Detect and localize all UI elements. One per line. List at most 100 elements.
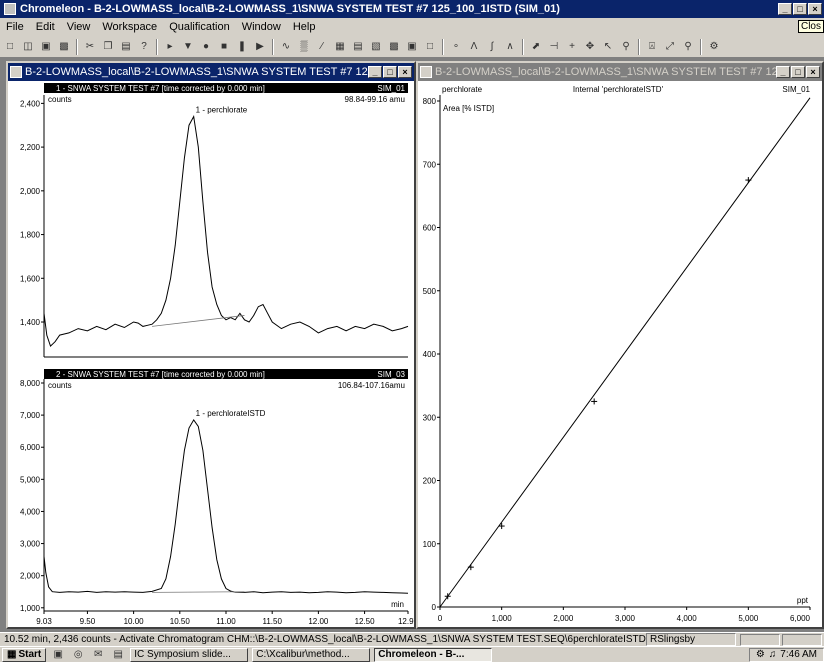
baseline-icon[interactable]: ∘ bbox=[452, 41, 460, 52]
chromatogram-window[interactable]: B-2-LOWMASS_local\B-2-LOWMASS_1\SNWA SYS… bbox=[6, 61, 419, 629]
menu-view[interactable]: View bbox=[66, 21, 91, 33]
taskbar: ▦ Start ▣ ◎ ✉ ▤ IC Symposium slide... C:… bbox=[0, 646, 824, 662]
calibration-window[interactable]: B-2-LOWMASS_local\B-2-LOWMASS_1\SNWA SYS… bbox=[416, 61, 824, 629]
paste-icon[interactable]: ▤ bbox=[121, 41, 131, 52]
help-icon[interactable]: ? bbox=[141, 41, 147, 52]
select-icon[interactable]: ↖ bbox=[603, 41, 613, 52]
chart-icon[interactable]: ▩ bbox=[389, 41, 399, 52]
filter-icon[interactable]: ▼ bbox=[183, 41, 193, 52]
report-icon[interactable]: ▤ bbox=[353, 41, 363, 52]
move-icon[interactable]: ✥ bbox=[585, 41, 595, 52]
calibration-window-icon[interactable] bbox=[420, 66, 432, 78]
split-icon[interactable]: ∧ bbox=[506, 41, 514, 52]
autoscale-icon[interactable]: ⍓ bbox=[649, 41, 655, 52]
x-tick-label: 6,000 bbox=[790, 614, 811, 623]
browser-icon[interactable]: ◎ bbox=[73, 649, 83, 660]
x-tick-label: 11.00 bbox=[216, 617, 236, 626]
toolbar-separator bbox=[442, 38, 444, 55]
explorer-icon[interactable]: ▤ bbox=[113, 649, 123, 660]
y-tick-label: 1,600 bbox=[20, 274, 41, 283]
menu-edit[interactable]: Edit bbox=[35, 21, 55, 33]
table-icon[interactable]: ▦ bbox=[335, 41, 345, 52]
layout-icon[interactable]: ▣ bbox=[407, 41, 417, 52]
close-button[interactable]: × bbox=[808, 3, 822, 15]
y-tick-label: 100 bbox=[423, 540, 437, 549]
y-tick-label: 700 bbox=[423, 160, 437, 169]
toolbar-separator bbox=[272, 38, 274, 55]
chromatogram-window-titlebar[interactable]: B-2-LOWMASS_local\B-2-LOWMASS_1\SNWA SYS… bbox=[8, 63, 414, 81]
chromatogram-close-button[interactable]: × bbox=[398, 66, 412, 78]
y-tick-label: 800 bbox=[423, 97, 437, 106]
app-titlebar[interactable]: Chromeleon - B-2-LOWMASS_local\B-2-LOWMA… bbox=[0, 0, 824, 18]
menu-qualification[interactable]: Qualification bbox=[169, 21, 230, 33]
calibration-close-button[interactable]: × bbox=[806, 66, 820, 78]
chromeleon-app-icon[interactable] bbox=[4, 3, 16, 15]
calibration-plot[interactable]: perchlorate Internal 'perchlorateISTD' SIM… bbox=[418, 81, 822, 627]
chromatogram-plots[interactable]: 1 - SNWA SYSTEM TEST #7 [time corrected … bbox=[8, 81, 419, 627]
zoom-icon[interactable]: ⚲ bbox=[622, 41, 630, 52]
cut-icon[interactable]: ✂ bbox=[85, 41, 95, 52]
clock[interactable]: 7:46 AM bbox=[780, 649, 817, 660]
menu-file[interactable]: File bbox=[6, 21, 24, 33]
x-axis-label: min bbox=[391, 600, 404, 609]
record-icon[interactable]: ● bbox=[202, 41, 210, 52]
taskbar-item-chromeleon[interactable]: Chromeleon - B-... bbox=[374, 647, 493, 662]
new-icon[interactable]: □ bbox=[6, 41, 14, 52]
taskbar-item-ic-symposium[interactable]: IC Symposium slide... bbox=[130, 647, 249, 662]
copy-icon[interactable]: ❐ bbox=[103, 41, 113, 52]
pause-icon[interactable]: ❚ bbox=[237, 41, 247, 52]
calibration-icon[interactable]: ∕ bbox=[321, 41, 323, 52]
outlook-icon[interactable]: ✉ bbox=[94, 649, 103, 660]
x-tick-label: 12.50 bbox=[355, 617, 376, 626]
y-axis-label: counts bbox=[48, 381, 72, 390]
stop-icon[interactable]: ■ bbox=[220, 41, 228, 52]
start-button[interactable]: ▦ Start bbox=[2, 647, 47, 662]
y-tick-label: 1,800 bbox=[20, 231, 41, 240]
magnify-icon[interactable]: ⚲ bbox=[684, 41, 692, 52]
chromatogram-plot-sim01[interactable]: 1 - SNWA SYSTEM TEST #7 [time corrected … bbox=[20, 83, 409, 358]
menu-bar: File Edit View Workspace Qualification W… bbox=[0, 18, 824, 36]
menu-help[interactable]: Help bbox=[292, 21, 316, 33]
toolbar-separator bbox=[522, 38, 524, 55]
chromatogram-plot-sim03[interactable]: 2 - SNWA SYSTEM TEST #7 [time corrected … bbox=[20, 369, 419, 626]
menu-window[interactable]: Window bbox=[241, 21, 281, 33]
y-tick-label: 200 bbox=[423, 477, 437, 486]
restore-button[interactable]: □ bbox=[793, 3, 807, 15]
pointer-icon[interactable]: ⬈ bbox=[531, 41, 541, 52]
show-desktop-icon[interactable]: ▣ bbox=[53, 649, 63, 660]
peak-label: 1 - perchlorate bbox=[196, 105, 248, 114]
calibration-maximize-button[interactable]: □ bbox=[791, 66, 805, 78]
chromatogram-maximize-button[interactable]: □ bbox=[383, 66, 397, 78]
open-icon[interactable]: ◫ bbox=[23, 41, 33, 52]
start-label: Start bbox=[18, 649, 42, 660]
properties-icon[interactable]: ⚙ bbox=[709, 41, 719, 52]
print-icon[interactable]: ▩ bbox=[59, 41, 69, 52]
chromatogram-icon[interactable]: ∿ bbox=[281, 41, 291, 52]
menu-workspace[interactable]: Workspace bbox=[102, 21, 158, 33]
network-icon[interactable]: ⚙ bbox=[755, 649, 765, 660]
save-icon[interactable]: ▣ bbox=[41, 41, 51, 52]
chromatogram-window-title: B-2-LOWMASS_local\B-2-LOWMASS_1\SNWA SYS… bbox=[25, 66, 368, 78]
full-size-icon[interactable]: ⤢ bbox=[666, 41, 674, 52]
calibration-point bbox=[444, 593, 451, 600]
spectrum-icon[interactable]: ▒ bbox=[300, 41, 308, 52]
status-bar: 10.52 min, 2,436 counts - Activate Chrom… bbox=[0, 632, 824, 646]
integrate-icon[interactable]: ∫ bbox=[490, 41, 494, 52]
grid-icon[interactable]: ▧ bbox=[371, 41, 381, 52]
play-icon[interactable]: ▶ bbox=[256, 41, 264, 52]
x-tick-label: 1,000 bbox=[492, 614, 513, 623]
minimize-button[interactable]: _ bbox=[778, 3, 792, 15]
taskbar-item-xcalibur[interactable]: C:\Xcalibur\method... bbox=[252, 647, 371, 662]
calibration-window-titlebar[interactable]: B-2-LOWMASS_local\B-2-LOWMASS_1\SNWA SYS… bbox=[418, 63, 822, 81]
peak-icon[interactable]: Λ bbox=[470, 41, 478, 52]
delimiter-icon[interactable]: ⊣ bbox=[549, 41, 559, 52]
taskbar-item-label: Chromeleon - B-... bbox=[378, 649, 465, 660]
chromatogram-minimize-button[interactable]: _ bbox=[368, 66, 382, 78]
window-icon[interactable]: □ bbox=[426, 41, 434, 52]
chromatogram-window-icon[interactable] bbox=[10, 66, 22, 78]
mdi-workspace: B-2-LOWMASS_local\B-2-LOWMASS_1\SNWA SYS… bbox=[0, 59, 824, 632]
volume-icon[interactable]: ♫ bbox=[768, 649, 777, 660]
batch-icon[interactable]: ▸ bbox=[167, 41, 173, 52]
add-peak-icon[interactable]: + bbox=[569, 41, 575, 52]
calibration-minimize-button[interactable]: _ bbox=[776, 66, 790, 78]
